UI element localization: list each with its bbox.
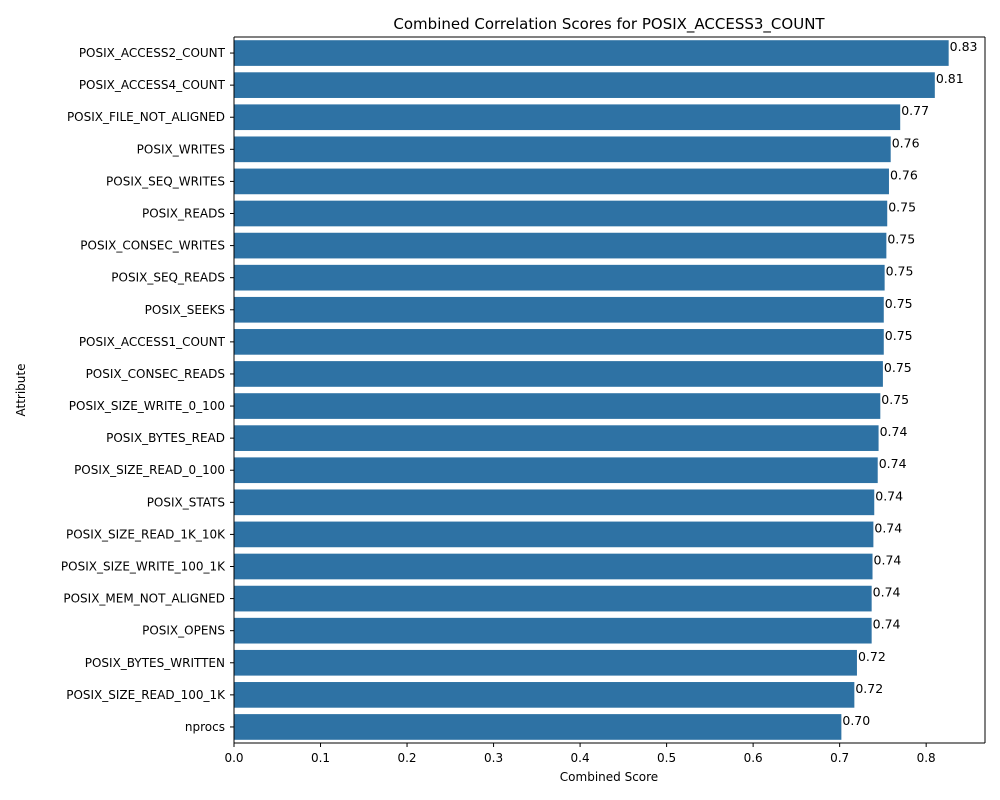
data-label: 0.75 <box>881 392 909 407</box>
y-tick-label: POSIX_STATS <box>147 495 225 509</box>
bar <box>234 489 875 516</box>
y-tick-label: POSIX_BYTES_WRITTEN <box>85 656 225 670</box>
bars-group <box>234 40 949 740</box>
data-label: 0.76 <box>890 167 918 182</box>
bar <box>234 72 935 98</box>
data-label: 0.75 <box>885 296 913 311</box>
data-label: 0.72 <box>858 649 886 664</box>
data-label: 0.75 <box>888 200 916 215</box>
bar <box>234 585 872 612</box>
y-tick-label: POSIX_SIZE_WRITE_100_1K <box>61 560 226 574</box>
bar <box>234 361 883 387</box>
y-tick-label: nprocs <box>185 720 225 734</box>
bar <box>234 457 878 484</box>
bar <box>234 714 842 740</box>
data-label: 0.70 <box>842 713 870 728</box>
bar <box>234 136 891 163</box>
bar <box>234 393 881 419</box>
y-tick-label: POSIX_SEEKS <box>145 303 225 317</box>
data-label: 0.74 <box>880 424 908 439</box>
x-tick-label: 0.2 <box>397 751 416 765</box>
x-tick-label: 0.4 <box>571 751 590 765</box>
data-label: 0.83 <box>950 39 978 54</box>
data-label: 0.74 <box>874 553 902 568</box>
y-tick-label: POSIX_WRITES <box>137 142 225 156</box>
data-label: 0.72 <box>855 681 883 696</box>
data-label: 0.81 <box>936 71 964 86</box>
y-tick-label: POSIX_ACCESS1_COUNT <box>79 335 226 349</box>
data-label: 0.74 <box>879 456 907 471</box>
x-tick-label: 0.0 <box>224 751 243 765</box>
y-tick-label: POSIX_CONSEC_READS <box>86 367 225 381</box>
x-tick-label: 0.5 <box>657 751 676 765</box>
data-label: 0.77 <box>901 103 929 118</box>
y-tick-label: POSIX_ACCESS4_COUNT <box>79 78 226 92</box>
y-tick-label: POSIX_SIZE_WRITE_0_100 <box>69 399 225 413</box>
y-axis-label: Attribute <box>14 364 28 417</box>
x-tick-label: 0.3 <box>484 751 503 765</box>
x-tick-label: 0.8 <box>917 751 936 765</box>
y-tick-label: POSIX_SEQ_WRITES <box>106 174 225 188</box>
bar <box>234 521 874 548</box>
y-tick-label: POSIX_MEM_NOT_ALIGNED <box>63 592 225 606</box>
bar <box>234 682 855 708</box>
y-tick-labels: POSIX_ACCESS2_COUNT POSIX_ACCESS4_COUNT PO… <box>61 46 234 734</box>
bar <box>234 200 888 227</box>
bar <box>234 425 879 451</box>
x-tick-label: 0.1 <box>311 751 330 765</box>
y-tick-label: POSIX_FILE_NOT_ALIGNED <box>67 110 225 124</box>
x-axis-label: Combined Score <box>560 770 658 784</box>
bar <box>234 232 887 259</box>
bar <box>234 264 885 291</box>
bar <box>234 329 884 355</box>
data-label: 0.74 <box>874 520 902 535</box>
y-tick-label: POSIX_SIZE_READ_1K_10K <box>66 527 226 541</box>
data-label: 0.76 <box>892 135 920 150</box>
data-label: 0.75 <box>886 264 914 279</box>
bar <box>234 40 949 66</box>
x-tick-label: 0.7 <box>830 751 849 765</box>
bar <box>234 553 873 580</box>
chart-title: Combined Correlation Scores for POSIX_AC… <box>393 15 825 34</box>
bar <box>234 104 901 131</box>
data-labels: 0.83 0.81 0.77 0.76 0.76 0.75 0.75 0.75 0.75 0.75… <box>842 39 977 728</box>
data-label: 0.74 <box>873 585 901 600</box>
y-tick-label: POSIX_OPENS <box>142 624 225 638</box>
bar <box>234 649 857 676</box>
data-label: 0.75 <box>884 360 912 375</box>
y-tick-label: POSIX_SEQ_READS <box>111 271 225 285</box>
y-tick-label: POSIX_SIZE_READ_100_1K <box>66 688 226 702</box>
y-tick-label: POSIX_READS <box>142 207 225 221</box>
y-tick-label: POSIX_SIZE_READ_0_100 <box>74 463 225 477</box>
bar <box>234 296 884 323</box>
data-label: 0.75 <box>887 232 915 247</box>
data-label: 0.75 <box>885 328 913 343</box>
y-tick-label: POSIX_BYTES_READ <box>106 431 225 445</box>
y-tick-label: POSIX_CONSEC_WRITES <box>80 239 225 253</box>
bar <box>234 168 889 195</box>
x-tick-label: 0.6 <box>744 751 763 765</box>
data-label: 0.74 <box>873 617 901 632</box>
x-ticks: 0.0 0.1 0.2 0.3 0.4 0.5 0.6 0.7 0.8 <box>224 743 936 765</box>
data-label: 0.74 <box>875 488 903 503</box>
y-tick-label: POSIX_ACCESS2_COUNT <box>79 46 226 60</box>
bar <box>234 617 872 644</box>
